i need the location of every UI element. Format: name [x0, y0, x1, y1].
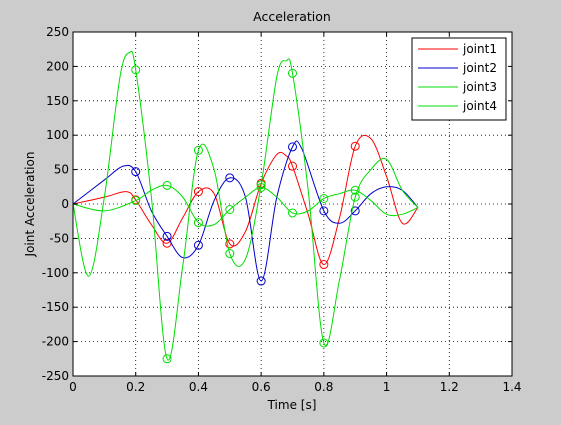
data-point-joint2 [162, 231, 172, 241]
data-point-joint4 [162, 180, 172, 190]
data-point-joint1 [350, 141, 360, 151]
data-point-joint2 [193, 240, 203, 250]
y-tick-label: -250 [42, 369, 69, 383]
legend-label-joint1: joint1 [462, 42, 497, 56]
y-tick-label: 50 [54, 163, 69, 177]
x-tick-label: 1 [383, 380, 391, 394]
y-tick-label: 250 [46, 25, 69, 39]
data-point-joint4 [319, 193, 329, 203]
data-point-joint3 [319, 338, 329, 348]
y-tick-label: 100 [46, 128, 69, 142]
legend-label-joint2: joint2 [462, 61, 497, 75]
data-point-joint4 [256, 182, 266, 192]
x-axis-label: Time [s] [267, 398, 317, 412]
axis-ticks: 0 0.2 0.4 0.6 0.8 1 1.2 1.4 -250 -200 -150 -100 -50 0… [42, 25, 522, 394]
data-point-joint1 [225, 239, 235, 249]
data-point-joint3 [225, 249, 235, 259]
data-point-joint4 [193, 218, 203, 228]
data-point-joint3 [288, 68, 297, 78]
chart-title: Acceleration [253, 9, 331, 24]
x-tick-label: 1.4 [502, 380, 521, 394]
y-tick-label: 0 [61, 197, 69, 211]
x-tick-label: 0.8 [314, 380, 333, 394]
y-axis-label: Joint Acceleration [23, 152, 37, 258]
y-tick-label: -50 [49, 231, 69, 245]
data-point-joint3 [350, 192, 360, 202]
series-joint4 [72, 180, 419, 228]
legend-label-joint4: joint4 [462, 99, 497, 113]
data-point-joint1 [319, 260, 329, 270]
data-point-joint3 [162, 354, 172, 364]
series-layer [72, 50, 419, 364]
y-tick-label: 150 [46, 94, 69, 108]
data-point-joint2 [350, 206, 360, 216]
x-tick-label: 0 [69, 380, 77, 394]
x-tick-label: 1.2 [440, 380, 459, 394]
y-tick-label: -200 [42, 335, 69, 349]
x-tick-label: 0.4 [189, 380, 208, 394]
data-point-joint3 [256, 180, 266, 190]
series-joint3 [72, 50, 419, 364]
x-tick-label: 0.2 [126, 380, 145, 394]
data-point-joint4 [225, 205, 235, 215]
data-point-joint3 [193, 145, 203, 155]
data-point-joint4 [350, 185, 360, 195]
y-tick-label: 200 [46, 59, 69, 73]
data-point-joint3 [131, 65, 141, 75]
series-line-joint3 [72, 50, 419, 361]
y-tick-label: -100 [42, 266, 69, 280]
data-point-joint2 [319, 206, 329, 216]
data-point-joint2 [288, 142, 297, 152]
legend: joint1 joint2 joint3 joint4 [411, 37, 507, 121]
data-point-joint1 [193, 187, 203, 197]
data-point-joint2 [131, 167, 141, 177]
x-tick-label: 0.6 [252, 380, 271, 394]
data-point-joint4 [288, 208, 297, 218]
series-line-joint4 [72, 184, 419, 227]
y-tick-label: -150 [42, 300, 69, 314]
data-point-joint4 [131, 196, 141, 206]
data-point-joint2 [256, 276, 266, 286]
data-point-joint2 [225, 173, 235, 183]
legend-label-joint3: joint3 [462, 80, 497, 94]
data-point-joint1 [288, 161, 297, 171]
